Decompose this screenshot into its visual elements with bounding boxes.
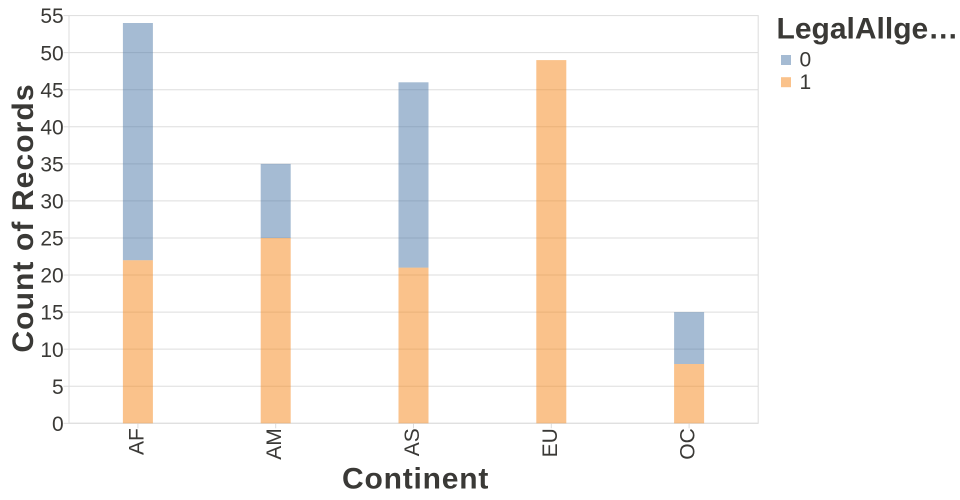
svg-text:45: 45	[40, 79, 63, 102]
svg-text:0: 0	[800, 49, 812, 72]
svg-text:35: 35	[40, 154, 63, 177]
svg-text:30: 30	[40, 191, 63, 214]
svg-text:AM: AM	[263, 428, 286, 460]
svg-text:Count of Records: Count of Records	[7, 83, 40, 352]
svg-text:25: 25	[40, 228, 63, 251]
svg-text:AF: AF	[125, 428, 148, 455]
svg-text:LegalAllge…: LegalAllge…	[777, 12, 959, 45]
svg-text:0: 0	[52, 413, 64, 436]
svg-text:20: 20	[40, 265, 63, 288]
svg-text:15: 15	[40, 302, 63, 325]
svg-text:50: 50	[40, 42, 63, 65]
svg-text:Continent: Continent	[342, 463, 489, 496]
svg-text:OC: OC	[677, 428, 700, 460]
svg-text:1: 1	[800, 71, 812, 94]
svg-text:55: 55	[40, 5, 63, 28]
svg-text:EU: EU	[539, 428, 562, 457]
svg-text:AS: AS	[401, 428, 424, 456]
svg-text:5: 5	[52, 376, 64, 399]
svg-text:40: 40	[40, 116, 63, 139]
svg-text:10: 10	[40, 339, 63, 362]
